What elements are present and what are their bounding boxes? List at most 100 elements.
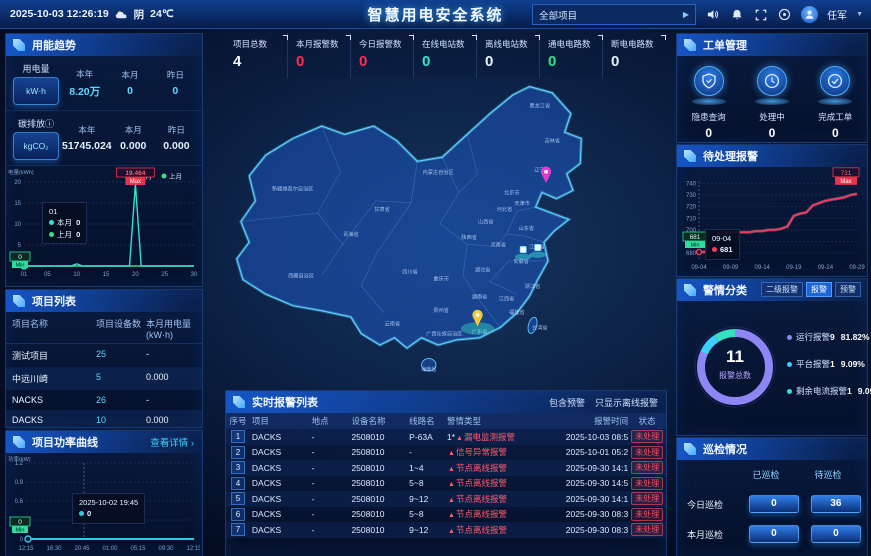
help-circle-icon[interactable]: [777, 7, 792, 22]
table-row[interactable]: NACKS 26 -: [6, 390, 202, 410]
user-name[interactable]: 任军: [827, 11, 848, 22]
project-name-cell: DACKS: [12, 415, 44, 425]
alarm-pin-marker[interactable]: [540, 166, 552, 184]
fullscreen-icon[interactable]: [753, 7, 768, 22]
table-row[interactable]: 1 DACKS - 2508010 P-63A 1*▲漏电监测报警 2025-10-03 0…: [226, 429, 666, 445]
stat-label: 本月报警数: [296, 39, 339, 49]
alarm-time-cell: 2025-10-03 08:5: [565, 431, 629, 442]
work-order-value: 0: [705, 126, 712, 140]
col-alarm-type: 警情类型: [447, 416, 482, 426]
line-cell: P-63A: [409, 431, 433, 442]
alarm-type-cell: ▲信号异常报警: [447, 446, 543, 458]
max-box: [832, 167, 860, 178]
col-project: 项目: [251, 416, 269, 426]
table-row[interactable]: 中远川崎 5 0.000: [6, 367, 202, 390]
table-row[interactable]: 7 DACKS - 2508010 9~12 ▲节点离线报警 2025-09-30 08:3…: [226, 522, 666, 538]
alarm-type-text: 节点离线报警: [455, 509, 507, 520]
x-tick: 09-09: [723, 265, 739, 271]
province-label: 陕西省: [461, 233, 477, 241]
tooltip-value: 0: [76, 229, 81, 239]
device-beacon-marker[interactable]: [519, 246, 527, 253]
carbon-name: 碳排放ⓘ: [17, 118, 54, 129]
user-avatar[interactable]: [801, 6, 819, 23]
index-cell: 7: [226, 523, 250, 537]
panel-alarm-list-title: 实时报警列表: [252, 397, 318, 409]
panel-alarm-list: 实时报警列表 包含预警 只显示离线报警 序号 项目 地点 设备名称 线路名 警情…: [225, 390, 667, 556]
province-label: 山东省: [519, 224, 535, 232]
today-pending-value: 36: [810, 495, 861, 513]
clock-icon: [756, 66, 787, 96]
status-badge[interactable]: 未处理: [631, 461, 664, 475]
work-order-item[interactable]: 隐患查询 0: [681, 66, 737, 140]
province-label: 浙江省: [525, 282, 541, 290]
x-tick: 09-19: [786, 265, 802, 271]
project-select[interactable]: 全部项目 ▶: [532, 4, 697, 25]
project-cell: DACKS: [251, 478, 282, 489]
panel-inspection-title: 巡检情况: [677, 438, 867, 460]
work-order-item[interactable]: 完成工单 0: [807, 66, 863, 140]
province-label: 青海省: [343, 230, 359, 238]
row-label: 今日巡检: [687, 499, 724, 510]
legend-item: 平台报警 1 9.09%: [787, 358, 865, 370]
alarm-pin-marker[interactable]: [472, 309, 483, 327]
table-row[interactable]: 2 DACKS - 2508010 - ▲信号异常报警 2025-10-01 05:2 未处理: [226, 445, 666, 461]
month-usage-cell: 0.000: [146, 372, 169, 382]
btn-warning[interactable]: 预警: [835, 282, 861, 297]
status-badge[interactable]: 未处理: [631, 523, 664, 537]
alarm-type-text: 节点离线报警: [455, 478, 507, 489]
volume-icon[interactable]: [705, 7, 720, 22]
y-axis-label: 电量(kWh): [8, 168, 34, 176]
view-details-link[interactable]: 查看详情 ›: [150, 438, 194, 449]
y-axis-label: 功率(kW): [8, 455, 31, 463]
max-value: 731: [841, 170, 852, 177]
table-row[interactable]: 5 DACKS - 2508010 9~12 ▲节点离线报警 2025-09-30 14:1…: [226, 491, 666, 507]
energy-chart-tooltip: 01 本月 0 上月 0: [42, 202, 88, 244]
device-cell: 2508010: [351, 431, 385, 442]
x-tick: 09-14: [755, 265, 771, 271]
x-tick: 09-24: [818, 265, 834, 271]
status-cell: 未处理: [628, 507, 666, 521]
work-order-item[interactable]: 处理中 0: [744, 66, 800, 140]
min-value: 0: [18, 519, 22, 526]
project-cell: DACKS: [251, 493, 282, 504]
alert-triangle-icon: ▲: [448, 481, 455, 489]
energy-chart-area[interactable]: 电量(kWh)0510152001051015202530本月上月19.464M…: [6, 166, 202, 285]
col-label: 本月: [124, 125, 142, 135]
device-beacon-marker[interactable]: [534, 244, 542, 251]
toggle-include-warning[interactable]: 包含预警: [548, 397, 585, 408]
pin-tail: [541, 174, 551, 184]
y-tick: 0: [20, 537, 24, 543]
alarm-type-cell: 1*▲漏电监测报警: [447, 431, 543, 443]
status-badge[interactable]: 未处理: [631, 430, 664, 444]
icon-pedestal: [818, 98, 853, 105]
status-badge[interactable]: 未处理: [631, 445, 664, 459]
legend-label: 上月: [169, 172, 182, 181]
status-badge[interactable]: 未处理: [631, 507, 664, 521]
table-row[interactable]: 3 DACKS - 2508010 1~4 ▲节点离线报警 2025-09-30 14:1 未…: [226, 460, 666, 476]
toggle-offline-only[interactable]: 只显示离线报警: [594, 397, 658, 408]
stat-value: 0: [296, 53, 305, 70]
notification-bell-icon[interactable]: [729, 7, 744, 22]
min-tag: [685, 241, 705, 249]
panel-alarm-classification: 警情分类 二级报警 报警 预警 11 报警总数 运行报警 9 81.82% 平台报警 1…: [676, 278, 871, 436]
tooltip-value: 0: [76, 218, 81, 228]
tooltip-title: 2025-10-02 19:45: [79, 498, 139, 507]
status-badge[interactable]: 未处理: [631, 476, 664, 490]
power-chart-area[interactable]: 功率(kW)00.30.60.91.212:1516:3020:4501:000…: [6, 453, 202, 556]
place-cell: -: [311, 493, 315, 504]
max-tag: [835, 176, 857, 185]
table-row[interactable]: DACKS 10 0.000: [6, 410, 202, 430]
device-cell: 2508010: [351, 462, 385, 473]
chevron-down-icon[interactable]: ▼: [856, 11, 863, 18]
table-row[interactable]: 4 DACKS - 2508010 5~8 ▲节点离线报警 2025-09-30 14:5 未…: [226, 476, 666, 492]
line-cell: 5~8: [409, 509, 424, 520]
pending-chart-area[interactable]: 68069070071072073074009-0409-0909-1409-1…: [677, 167, 867, 278]
btn-alarm[interactable]: 报警: [806, 282, 832, 297]
table-row[interactable]: 6 DACKS - 2508010 5~8 ▲节点离线报警 2025-09-30 08:3 未…: [226, 507, 666, 523]
table-row[interactable]: 测试项目 25 -: [6, 344, 202, 367]
status-badge[interactable]: 未处理: [631, 492, 664, 506]
panel-pending-alarms-title: 待处理报警: [677, 145, 867, 167]
btn-secondary-alarm[interactable]: 二级报警: [761, 282, 803, 297]
device-cell: 2508010: [351, 509, 385, 520]
taiwan-island: [527, 316, 538, 334]
